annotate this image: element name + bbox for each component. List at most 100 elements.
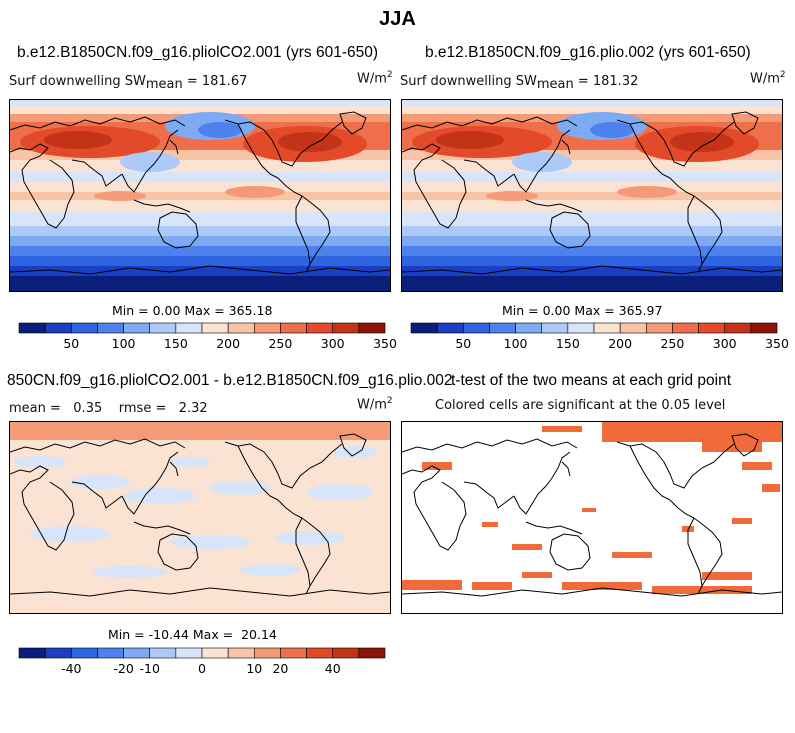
panel2-units-base: W/m bbox=[750, 71, 780, 87]
diff-field bbox=[10, 422, 390, 613]
colorbar-swatch bbox=[645, 322, 673, 334]
colorbar-swatch bbox=[201, 322, 229, 334]
colorbar-swatch bbox=[489, 322, 516, 334]
colorbar-swatch bbox=[541, 322, 569, 334]
panel1-units-exp: 2 bbox=[386, 70, 393, 80]
panel3-minmax: Min = -10.44 Max = 20.14 bbox=[108, 627, 277, 642]
colorbar-swatch bbox=[698, 322, 726, 334]
colorbar-swatch bbox=[18, 322, 46, 334]
colorbar-swatch bbox=[358, 647, 386, 659]
panel3-units: W/m2 bbox=[357, 396, 393, 412]
colorbar-swatch bbox=[44, 647, 72, 659]
colorbar-swatch bbox=[70, 647, 98, 659]
colorbar-tick-label: 0 bbox=[198, 661, 206, 676]
panel4-title: t-test of the two means at each grid poi… bbox=[451, 372, 732, 389]
panel1-title: b.e12.B1850CN.f09_g16.pliolCO2.001 (yrs … bbox=[17, 44, 379, 61]
panel2-units-exp: 2 bbox=[779, 70, 786, 80]
panel2-stat-value: = 181.32 bbox=[577, 74, 639, 89]
panel4-subtitle: Colored cells are significant at the 0.0… bbox=[435, 398, 726, 413]
colorbar-swatch bbox=[750, 322, 778, 334]
coastlines bbox=[402, 433, 782, 597]
panel2-title: b.e12.B1850CN.f09_g16.plio.002 (yrs 601-… bbox=[425, 44, 751, 61]
sw-field bbox=[402, 100, 782, 291]
colorbar-swatch bbox=[18, 647, 46, 659]
colorbar-swatch bbox=[410, 322, 438, 334]
colorbar-swatch bbox=[306, 322, 334, 334]
colorbar-swatch bbox=[97, 647, 124, 659]
colorbar-tick-label: -40 bbox=[61, 661, 81, 676]
panel1-minmax: Min = 0.00 Max = 365.18 bbox=[112, 303, 273, 318]
figure-title: JJA bbox=[379, 8, 416, 30]
coastlines bbox=[402, 111, 782, 275]
colorbar-swatch bbox=[253, 647, 281, 659]
colorbar-swatch bbox=[97, 322, 124, 334]
colorbar-swatch bbox=[332, 647, 360, 659]
panel1-units-base: W/m bbox=[357, 71, 387, 87]
panel2-colorbar: 50 100 150 200 250 300 350 bbox=[410, 322, 789, 352]
panel1-variable: Surf downwelling SWmean = 181.67 bbox=[9, 74, 247, 92]
colorbar-tick-label: 20 bbox=[272, 661, 288, 676]
panel1-map bbox=[9, 99, 391, 292]
panel4-map bbox=[401, 421, 783, 614]
colorbar-swatch bbox=[253, 322, 281, 334]
colorbar-swatch bbox=[332, 322, 360, 334]
colorbar-swatch bbox=[358, 322, 386, 334]
colorbar-swatch bbox=[515, 322, 543, 334]
panel3-map bbox=[9, 421, 391, 614]
colorbar-swatch bbox=[724, 322, 752, 334]
colorbar-swatch bbox=[567, 322, 595, 334]
colorbar-swatch bbox=[306, 647, 334, 659]
colorbar-tick-label: 250 bbox=[660, 336, 684, 351]
colorbar-swatch bbox=[280, 647, 307, 659]
colorbar-tick-label: 300 bbox=[713, 336, 737, 351]
colorbar-swatch bbox=[280, 322, 307, 334]
panel3-units-exp: 2 bbox=[386, 396, 393, 406]
colorbar-tick-label: 200 bbox=[608, 336, 632, 351]
colorbar-tick-label: -10 bbox=[140, 661, 160, 676]
colorbar-tick-label: 150 bbox=[556, 336, 580, 351]
colorbar-tick-label: 40 bbox=[325, 661, 341, 676]
colorbar-tick-label: 100 bbox=[112, 336, 136, 351]
colorbar-tick-label: 350 bbox=[765, 336, 789, 351]
panel2-minmax: Min = 0.00 Max = 365.97 bbox=[502, 303, 663, 318]
panel2-variable-label: Surf downwelling SW bbox=[400, 74, 537, 89]
colorbar-swatch bbox=[227, 322, 255, 334]
colorbar-swatch bbox=[619, 322, 647, 334]
panel1-variable-label: Surf downwelling SW bbox=[9, 74, 146, 89]
panel3-title: 850CN.f09_g16.pliolCO2.001 - b.e12.B1850… bbox=[7, 372, 453, 389]
colorbar-tick-label: -20 bbox=[113, 661, 133, 676]
colorbar-swatch bbox=[123, 322, 151, 334]
colorbar-swatch bbox=[462, 322, 490, 334]
colorbar-tick-label: 150 bbox=[164, 336, 188, 351]
panel1-units: W/m2 bbox=[357, 70, 393, 86]
colorbar-swatch bbox=[175, 322, 203, 334]
colorbar-swatch bbox=[175, 647, 203, 659]
significance-field bbox=[402, 422, 782, 597]
coastlines bbox=[10, 111, 390, 275]
colorbar-swatch bbox=[227, 647, 255, 659]
colorbar-tick-label: 250 bbox=[268, 336, 292, 351]
colorbar-tick-label: 200 bbox=[216, 336, 240, 351]
colorbar-tick-label: 10 bbox=[246, 661, 262, 676]
panel2-variable: Surf downwelling SWmean = 181.32 bbox=[400, 74, 638, 92]
sw-field bbox=[10, 100, 390, 291]
colorbar-swatch bbox=[123, 647, 151, 659]
colorbar-swatch bbox=[201, 647, 229, 659]
panel3-colorbar: -40 -20 -10 0 10 20 40 bbox=[18, 647, 386, 677]
colorbar-swatch bbox=[44, 322, 72, 334]
colorbar-tick-label: 100 bbox=[504, 336, 528, 351]
colorbar-swatch bbox=[70, 322, 98, 334]
colorbar-swatch bbox=[149, 322, 177, 334]
colorbar-tick-label: 350 bbox=[373, 336, 397, 351]
panel2-stat-label: mean bbox=[536, 77, 574, 92]
colorbar-swatch bbox=[436, 322, 464, 334]
panel2-units: W/m2 bbox=[750, 70, 786, 86]
colorbar-tick-label: 50 bbox=[455, 336, 471, 351]
coastlines bbox=[10, 433, 390, 597]
colorbar-tick-label: 50 bbox=[63, 336, 79, 351]
colorbar-tick-label: 300 bbox=[321, 336, 345, 351]
panel1-colorbar: 50 100 150 200 250 300 350 bbox=[18, 322, 397, 352]
panel1-stat-value: = 181.67 bbox=[186, 74, 248, 89]
colorbar-swatch bbox=[672, 322, 699, 334]
panel3-units-base: W/m bbox=[357, 397, 387, 413]
